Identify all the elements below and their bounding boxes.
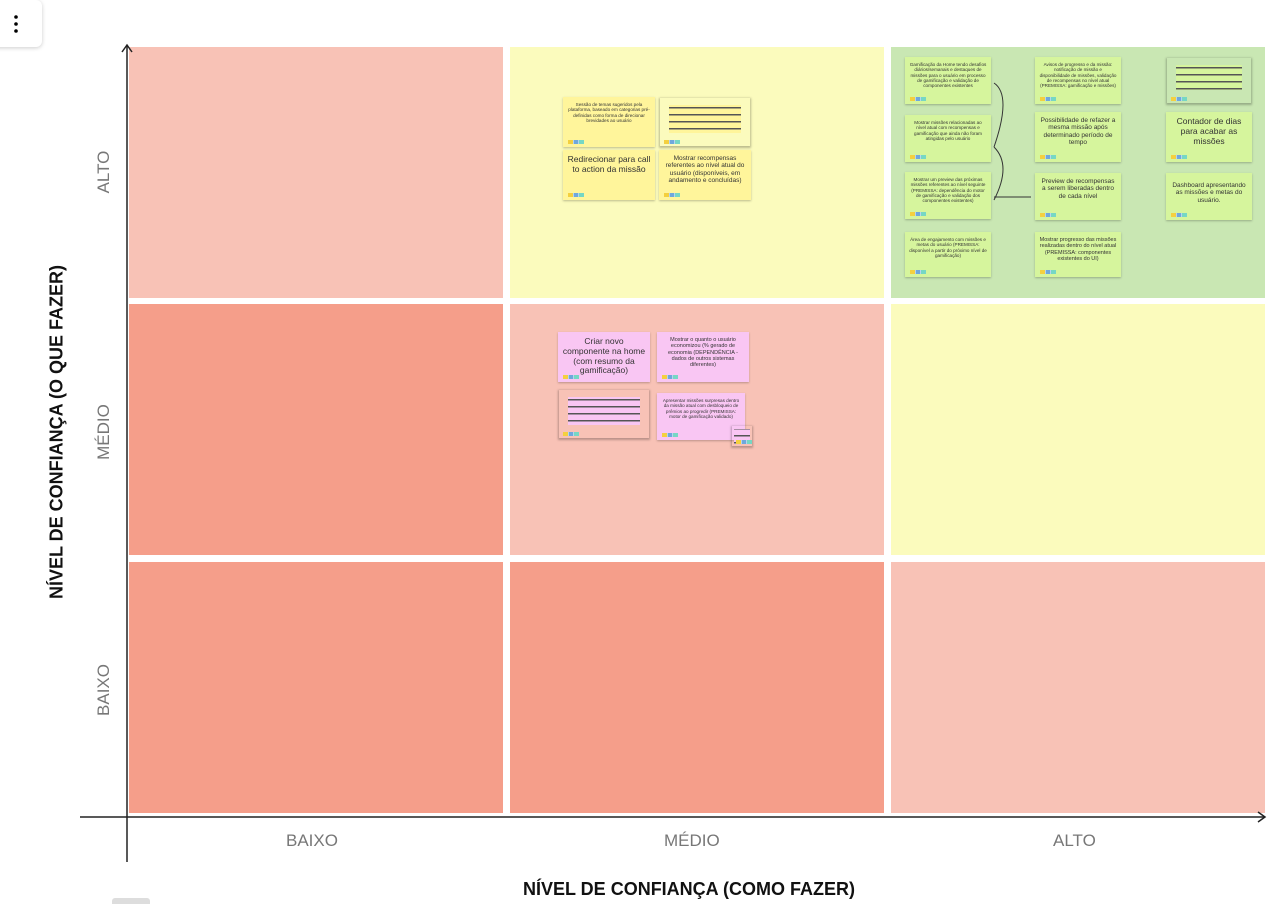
x-level: MÉDIO [664,831,720,850]
sticky-note[interactable]: Dashboard apresentando as missões e meta… [1166,173,1252,220]
sticky-note[interactable]: Redirecionar para call to action da miss… [563,150,655,200]
cell [510,562,884,813]
cell [129,304,503,555]
menu-button[interactable] [0,0,42,47]
cell [891,304,1265,555]
y-title: NÍVEL DE CONFIANÇA (O QUE FAZER) [46,264,67,600]
cell [891,562,1265,813]
x-level: BAIXO [286,831,338,850]
y-level: BAIXO [94,664,113,716]
x-level: ALTO [1053,831,1096,850]
cell [129,562,503,813]
sticky-note[interactable]: Mostrar o quanto o usuário economizou (%… [657,332,749,382]
sticky-note[interactable]: Mostrar um preview das próximas missões … [905,172,991,219]
sticky-note[interactable]: Avisos de progresso e da missão: notific… [1035,57,1121,104]
sticky-note[interactable]: Mostrar recompensas referentes ao nível … [659,150,751,200]
sticky-note[interactable]: Apresentar missões surpresas dentro da m… [657,393,745,440]
menu-icon [14,15,18,33]
sticky-note[interactable] [731,425,753,447]
sticky-note[interactable]: Contador de dias para acabar as missões [1166,112,1252,162]
sticky-note[interactable]: Sessão de temas sugeridos pela plataform… [563,97,655,147]
sticky-note[interactable]: Área de engajamento com missões e metas … [905,232,991,277]
sticky-note[interactable]: Possibilidade de refazer a mesma missão … [1035,112,1121,162]
x-title: NÍVEL DE CONFIANÇA (COMO FAZER) [523,879,855,899]
sticky-note[interactable] [659,97,751,147]
sticky-note[interactable]: Mostrar progresso das missões realizadas… [1035,232,1121,277]
sticky-note[interactable] [1166,57,1252,104]
cell [129,47,503,298]
sticky-note[interactable]: Criar novo componente na home (com resum… [558,332,650,382]
sticky-note[interactable] [558,389,650,439]
sticky-note[interactable]: Preview de recompensas a serem liberadas… [1035,173,1121,220]
y-level: ALTO [94,150,113,194]
sticky-note[interactable]: Gamificação da Home tendo desafios diári… [905,57,991,104]
y-level: MÉDIO [94,404,113,460]
sticky-note[interactable]: Mostrar missões relacionadas ao nível at… [905,115,991,162]
